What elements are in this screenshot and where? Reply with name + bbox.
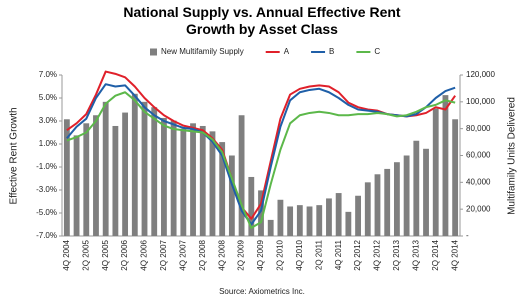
x-tick-label: 4Q 2013 — [411, 239, 420, 270]
bar — [287, 206, 294, 236]
bar — [219, 142, 226, 236]
x-tick-label: 4Q 2006 — [140, 239, 149, 270]
x-tick-label: 4Q 2007 — [178, 239, 187, 270]
bar — [228, 155, 235, 236]
bar — [442, 95, 449, 236]
bar — [345, 211, 352, 236]
x-tick-label: 4Q 2009 — [256, 239, 265, 270]
y-tick-label: -5.0% — [36, 208, 57, 217]
bar — [170, 120, 177, 236]
x-tick-label: 4Q 2004 — [62, 239, 71, 270]
chart-title: National Supply vs. Annual Effective Ren… — [123, 4, 401, 37]
bar — [180, 128, 187, 236]
bar — [258, 190, 264, 236]
y-axis-label: Effective Rent Growth — [9, 107, 20, 204]
bar — [335, 193, 342, 236]
y-tick-label: 7.0% — [39, 70, 57, 79]
x-tick-label: 4Q 2008 — [217, 239, 226, 270]
legend-label: New Multifamily Supply — [161, 47, 244, 56]
bar — [355, 195, 361, 236]
y-tick-label: 5.0% — [39, 93, 57, 102]
bar — [403, 155, 410, 236]
bar — [248, 176, 255, 236]
bar — [393, 162, 400, 236]
y-tick-label: -1.0% — [36, 162, 57, 171]
bar — [306, 206, 313, 236]
y2-tick-label: - — [466, 231, 469, 240]
line — [66, 91, 456, 229]
x-tick-label: 2Q 2013 — [392, 239, 401, 270]
x-tick-label: 2Q 2008 — [198, 239, 207, 270]
bar — [199, 125, 206, 236]
bar — [102, 101, 109, 236]
x-tick-label: 4Q 2011 — [334, 239, 343, 270]
y2-tick-label: 40,000 — [466, 177, 491, 186]
bar — [122, 112, 129, 236]
x-tick-label: 2Q 2009 — [237, 239, 246, 270]
x-tick-label: 2Q 2006 — [120, 239, 129, 270]
bar — [209, 131, 216, 236]
y2-tick-label: 20,000 — [466, 204, 491, 213]
legend-label: A — [284, 47, 290, 56]
bar — [161, 117, 167, 236]
bar — [131, 93, 138, 237]
x-tick-label: 4Q 2014 — [450, 239, 459, 270]
legend-label: C — [374, 47, 380, 56]
bar — [326, 198, 332, 236]
bar — [238, 115, 245, 236]
x-tick-label: 2Q 2011 — [314, 239, 323, 270]
bar — [316, 205, 323, 236]
bar — [296, 205, 303, 236]
bar — [73, 135, 80, 236]
bar — [112, 125, 119, 236]
bar — [83, 123, 90, 236]
bar — [413, 140, 420, 236]
y2-tick-label: 80,000 — [466, 124, 491, 133]
x-tick-label: 2Q 2014 — [431, 239, 440, 270]
y-tick-label: 3.0% — [39, 116, 57, 125]
y-tick-label: -3.0% — [36, 185, 57, 194]
bar — [141, 101, 148, 236]
x-tick-label: 4Q 2012 — [373, 239, 382, 270]
x-tick-label: 2Q 2010 — [276, 239, 285, 270]
bar — [267, 219, 274, 236]
x-tick-label: 2Q 2012 — [353, 239, 362, 270]
legend-swatch — [150, 48, 157, 56]
y-tick-label: 1.0% — [39, 139, 57, 148]
y2-tick-label: 120,000 — [466, 70, 495, 79]
x-tick-label: 4Q 2010 — [295, 239, 304, 270]
x-tick-label: 4Q 2005 — [101, 239, 110, 270]
bar — [432, 108, 439, 236]
bar — [452, 119, 459, 236]
x-tick-label: 2Q 2007 — [159, 239, 168, 270]
y-tick-label: -7.0% — [36, 231, 57, 240]
x-tick-label: 2Q 2005 — [81, 239, 90, 270]
y2-axis-label: Multifamily Units Delivered — [507, 97, 518, 215]
bar — [93, 115, 99, 236]
y2-tick-label: 60,000 — [466, 151, 491, 160]
bar — [63, 119, 70, 236]
legend-label: B — [329, 47, 334, 56]
bar — [277, 199, 284, 236]
bar — [374, 174, 381, 236]
y2-tick-label: 100,000 — [466, 97, 495, 106]
bar — [190, 123, 196, 236]
source: Source: Axiometrics Inc. — [219, 287, 305, 296]
bar — [384, 168, 391, 236]
bar — [364, 182, 371, 236]
bar — [151, 107, 158, 236]
bar — [423, 148, 429, 236]
